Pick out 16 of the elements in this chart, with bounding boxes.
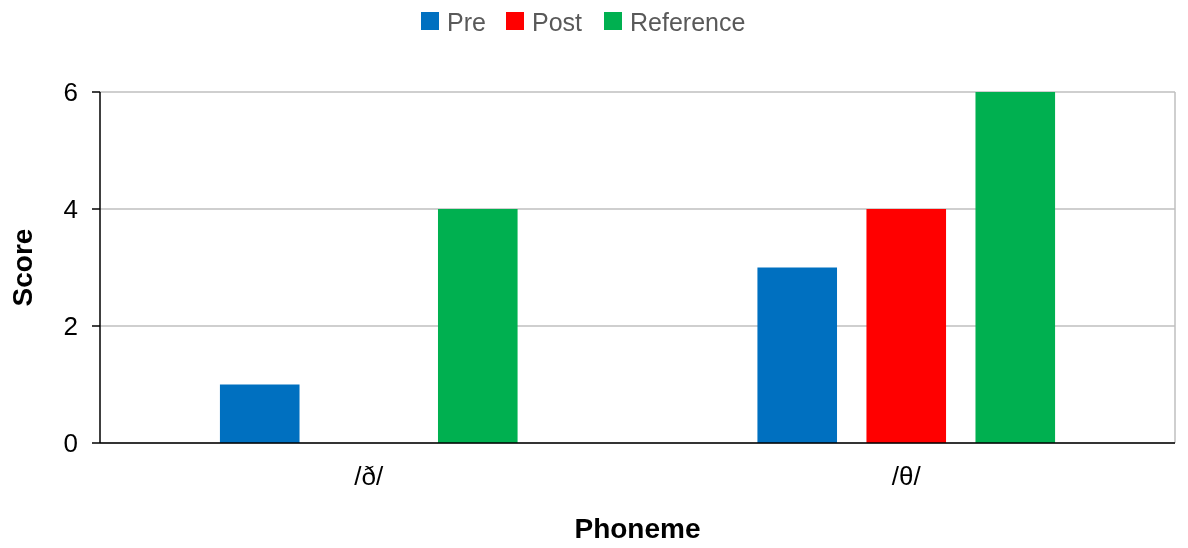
y-tick-label: 2 xyxy=(63,311,78,342)
y-tick-label: 6 xyxy=(63,77,78,108)
y-tick-label: 0 xyxy=(63,428,78,459)
x-tick-label: /ð/ xyxy=(354,461,384,491)
bar xyxy=(866,209,947,443)
legend-label: Pre xyxy=(447,7,486,36)
y-tick-label: 4 xyxy=(63,194,78,225)
y-axis-title: Score xyxy=(7,228,38,307)
legend-label: Post xyxy=(532,7,583,36)
bar xyxy=(757,267,838,443)
x-axis-title: Phoneme xyxy=(574,513,701,544)
bar xyxy=(975,92,1056,443)
x-tick-label: /θ/ xyxy=(891,461,922,491)
legend-label: Reference xyxy=(630,7,746,36)
bar xyxy=(219,384,300,443)
bar xyxy=(437,209,518,443)
